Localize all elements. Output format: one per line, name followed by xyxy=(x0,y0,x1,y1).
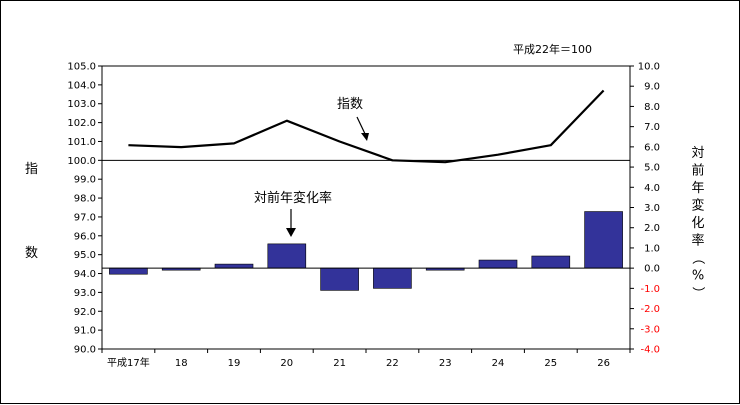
right-tick-label: 7.0 xyxy=(644,122,660,133)
left-axis-title: 指 数 xyxy=(25,162,38,261)
right-tick-label: 5.0 xyxy=(644,163,660,174)
left-tick-label: 98.0 xyxy=(74,194,96,205)
right-axis-title-char: 変 xyxy=(691,198,704,214)
left-tick-label: 92.0 xyxy=(74,307,96,318)
x-tick-label: 24 xyxy=(492,358,505,369)
right-tick-label: 6.0 xyxy=(644,142,660,153)
change-annotation: 対前年変化率 xyxy=(254,190,332,237)
change-bar xyxy=(478,259,518,269)
right-tick-label: -2.0 xyxy=(640,304,660,315)
left-tick-label: 102.0 xyxy=(67,118,96,129)
right-tick-label: -3.0 xyxy=(640,324,660,335)
plot-border xyxy=(101,65,631,350)
change-annotation-label: 対前年変化率 xyxy=(254,190,332,206)
right-tick-label: 1.0 xyxy=(644,243,660,254)
index-line xyxy=(128,89,605,164)
right-tick-label: 0.0 xyxy=(644,264,660,275)
right-tick-label: 2.0 xyxy=(644,223,660,234)
left-tick-label: 93.0 xyxy=(74,288,96,299)
index-annotation-arrowhead xyxy=(361,133,369,141)
left-tick-label: 105.0 xyxy=(67,62,96,73)
left-tick-label: 100.0 xyxy=(67,156,96,167)
index-line-series xyxy=(128,89,605,164)
right-tick-label: -1.0 xyxy=(640,284,660,295)
x-tick-label: 25 xyxy=(544,358,557,369)
left-axis-ticks: 105.0 104.0 103.0 102.0 101.0 100.0 99.0 98.0 97… xyxy=(67,62,102,356)
left-tick-label: 97.0 xyxy=(74,212,96,223)
change-bar xyxy=(320,267,359,291)
left-tick-label: 103.0 xyxy=(67,99,96,110)
right-axis-title-char: 前 xyxy=(691,163,704,179)
right-axis-title-char: % xyxy=(692,269,704,284)
right-tick-label: 10.0 xyxy=(638,62,660,73)
right-axis-title-char: 対 xyxy=(691,146,704,161)
change-annotation-arrowhead xyxy=(286,228,296,237)
right-axis-ticks: 10.0 9.0 8.0 7.0 6.0 5.0 4.0 3.0 2.0 1.0 0.0 -1.0 -2… xyxy=(630,62,660,356)
index-annotation: 指数 xyxy=(337,97,369,141)
change-bars xyxy=(109,211,623,291)
left-tick-label: 94.0 xyxy=(74,269,96,280)
left-tick-label: 104.0 xyxy=(67,80,96,91)
base-year-note: 平成22年＝100 xyxy=(513,42,592,56)
x-tick-label: 20 xyxy=(280,358,293,369)
index-annotation-label: 指数 xyxy=(337,97,363,112)
left-axis-title-char-2: 数 xyxy=(25,246,38,261)
left-tick-label: 96.0 xyxy=(74,231,96,242)
x-tick-label: 18 xyxy=(175,358,188,369)
right-axis-title-char: 率 xyxy=(691,233,704,249)
change-bar xyxy=(267,243,307,269)
left-tick-label: 90.0 xyxy=(74,345,96,356)
right-tick-label: 9.0 xyxy=(644,82,660,93)
reference-lines xyxy=(102,159,630,269)
x-tick-label: 26 xyxy=(597,358,610,369)
left-tick-label: 101.0 xyxy=(67,137,96,148)
change-bar xyxy=(373,267,412,289)
change-bar xyxy=(584,211,623,269)
left-tick-label: 99.0 xyxy=(74,175,96,186)
x-axis-labels: 平成17年 18 19 20 21 22 23 24 25 26 xyxy=(101,349,631,369)
right-axis-title-char: 化 xyxy=(691,216,704,231)
right-tick-label: 8.0 xyxy=(644,102,660,113)
right-axis-title-char: ） xyxy=(690,286,705,299)
change-bar xyxy=(214,263,254,269)
x-tick-label: 平成17年 xyxy=(107,356,150,369)
right-axis-title-char: （ xyxy=(690,251,705,264)
right-axis-title-char: 年 xyxy=(691,181,704,196)
change-bar xyxy=(109,267,148,275)
right-tick-label: 4.0 xyxy=(644,183,660,194)
x-tick-label: 19 xyxy=(228,358,241,369)
left-tick-label: 91.0 xyxy=(74,326,96,337)
left-axis-title-char-1: 指 xyxy=(25,162,38,177)
right-tick-label: 3.0 xyxy=(644,203,660,214)
x-tick-label: 23 xyxy=(439,358,452,369)
left-tick-label: 95.0 xyxy=(74,250,96,261)
plot-area xyxy=(101,65,631,350)
x-tick-label: 21 xyxy=(333,358,346,369)
right-axis-title: 対前年変化率 （% ） xyxy=(690,146,705,300)
x-tick-label: 22 xyxy=(386,358,399,369)
right-tick-label: -4.0 xyxy=(640,345,660,356)
change-bar xyxy=(531,255,571,269)
